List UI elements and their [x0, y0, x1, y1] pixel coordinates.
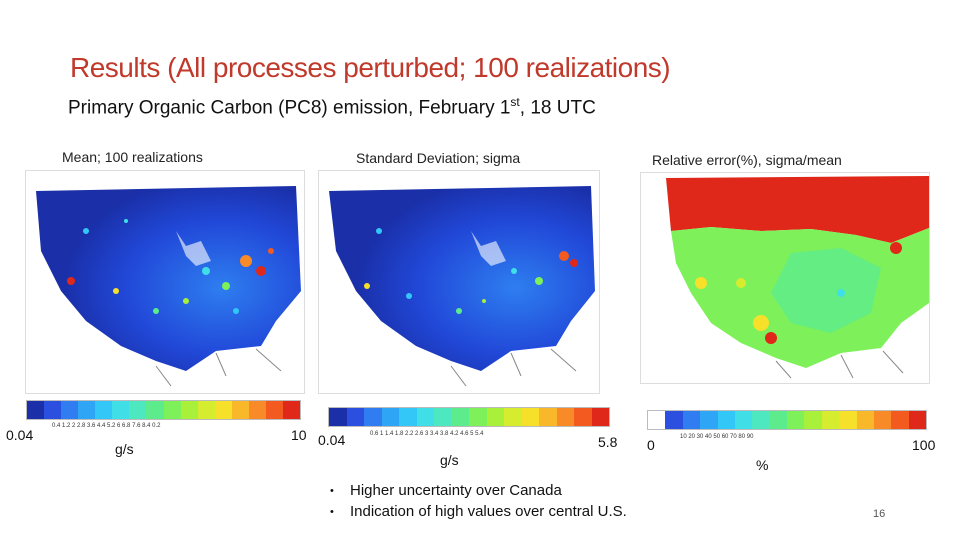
sigma-unit: g/s	[440, 452, 459, 468]
mean-colorbar-min: 0.04	[6, 427, 34, 443]
mean-map-graphic	[26, 171, 304, 393]
subtitle-main: Primary Organic Carbon (PC8) emission, F…	[68, 97, 511, 119]
mean-panel-label: Mean; 100 realizations	[62, 149, 203, 165]
relerr-colorbar-min: 0	[647, 437, 655, 453]
relerr-colorbar	[647, 410, 927, 430]
relerr-colorbar-max: 100	[912, 437, 936, 453]
findings-list: Higher uncertainty over Canada Indicatio…	[330, 482, 627, 524]
finding-item: Higher uncertainty over Canada	[330, 482, 627, 499]
sigma-emission-map	[318, 170, 600, 394]
relerr-unit: %	[756, 457, 769, 473]
sigma-panel-label: Standard Deviation; sigma	[356, 150, 521, 166]
sigma-colorbar-max: 5.8	[598, 434, 618, 450]
slide-subtitle: Primary Organic Carbon (PC8) emission, F…	[68, 95, 596, 119]
mean-colorbar	[26, 400, 301, 420]
mean-unit: g/s	[115, 441, 134, 457]
mean-emission-map	[25, 170, 305, 394]
relerr-map-graphic	[641, 173, 929, 383]
subtitle-tail: , 18 UTC	[519, 97, 596, 119]
finding-item: Indication of high values over central U…	[330, 503, 627, 520]
relerr-panel-label: Relative error(%), sigma/mean	[652, 152, 842, 168]
subtitle-superscript: st	[510, 95, 520, 109]
mean-colorbar-max: 10	[291, 427, 307, 443]
relerr-colorbar-ticks: 10 20 30 40 50 60 70 80 90	[680, 434, 754, 440]
sigma-map-graphic	[319, 171, 599, 393]
sigma-colorbar-min: 0.04	[318, 432, 346, 448]
page-number: 16	[873, 508, 886, 520]
sigma-colorbar	[328, 407, 610, 427]
slide-title: Results (All processes perturbed; 100 re…	[70, 52, 671, 83]
relative-error-map	[640, 172, 930, 384]
sigma-colorbar-ticks: 0.6 1 1.4 1.8 2.2 2.6 3 3.4 3.8 4.2 4.6 …	[370, 431, 484, 437]
mean-colorbar-ticks: 0.4 1.2 2 2.8 3.6 4.4 5.2 6 6.8 7.6 8.4 …	[52, 423, 161, 429]
